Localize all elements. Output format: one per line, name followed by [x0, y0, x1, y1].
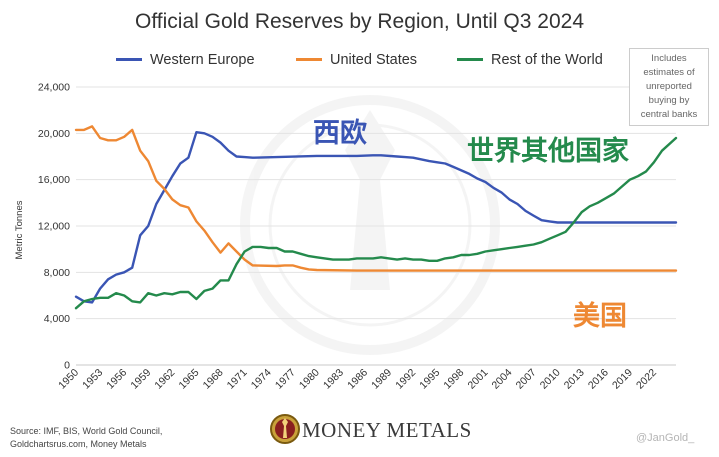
x-tick-label: 2019 [610, 367, 635, 392]
x-tick-label: 1998 [441, 367, 466, 392]
note-line: buying by [648, 95, 690, 106]
background-watermark-seal [240, 95, 500, 355]
x-tick-label: 2022 [634, 367, 659, 392]
legend-item-western-europe: Western Europe [116, 52, 255, 68]
legend-label: Western Europe [150, 52, 255, 68]
y-tick-label: 4,000 [44, 313, 70, 325]
money-metals-logo-icon [270, 414, 300, 444]
note-line: Includes [651, 53, 687, 64]
legend-swatch-united-states [296, 57, 322, 61]
series-line-rest-of-the-world [74, 136, 678, 310]
y-tick-label: 20,000 [38, 128, 70, 140]
note-line: unreported [646, 81, 692, 92]
x-tick-label: 1980 [297, 367, 322, 392]
source-note: Source: IMF, BIS, World Gold Council, Go… [10, 425, 162, 451]
x-tick-label: 1953 [80, 367, 105, 392]
x-tick-label: 1950 [56, 367, 81, 392]
series-lines [74, 125, 678, 310]
source-line: Source: IMF, BIS, World Gold Council, [10, 426, 163, 436]
x-tick-labels: 1950 1953 1956 1959 1962 1965 1968 1971 1974 1977… [56, 367, 659, 392]
x-tick-label: 1974 [249, 367, 274, 392]
estimate-note-box: Includes estimates of unreported buying … [629, 48, 709, 126]
x-tick-label: 1983 [321, 367, 346, 392]
annotation-rest-of-world: 世界其他国家 [467, 135, 629, 167]
y-tick-label: 8,000 [44, 267, 70, 279]
series-line-western-europe [74, 130, 678, 304]
legend-label: Rest of the World [491, 52, 603, 68]
annotation-western-europe: 西欧 [313, 118, 367, 149]
note-line: estimates of [643, 67, 695, 78]
x-tick-label: 1968 [201, 367, 226, 392]
x-tick-label: 1959 [128, 367, 153, 392]
y-tick-label: 12,000 [38, 221, 70, 233]
gridlines [76, 86, 676, 366]
author-watermark: @JanGold_ [636, 432, 695, 444]
x-tick-label: 1962 [152, 367, 177, 392]
source-line: Goldchartsrus.com, Money Metals [10, 439, 147, 449]
y-tick-label: 16,000 [38, 174, 70, 186]
y-tick-label: 24,000 [38, 82, 70, 94]
x-tick-label: 2013 [562, 367, 587, 392]
x-tick-label: 1986 [345, 367, 370, 392]
y-tick-label: 0 [64, 360, 70, 372]
x-tick-label: 2004 [490, 367, 515, 392]
annotation-united-states: 美国 [573, 300, 627, 332]
y-tick-labels: 0 4,000 8,000 12,000 16,000 20,000 24,000 [38, 82, 70, 372]
legend-item-rest-of-world: Rest of the World [457, 52, 603, 68]
x-tick-label: 1977 [273, 367, 298, 392]
x-tick-label: 1971 [225, 367, 250, 392]
x-tick-label: 1965 [177, 367, 202, 392]
chart-title: Official Gold Reserves by Region, Until … [135, 10, 584, 33]
legend-swatch-western-europe [116, 57, 142, 61]
y-axis-label: Metric Tonnes [14, 200, 25, 259]
series-line-united-states [74, 125, 678, 272]
legend-item-united-states: United States [296, 52, 417, 68]
x-tick-label: 2016 [586, 367, 611, 392]
x-tick-label: 1992 [393, 367, 418, 392]
legend-swatch-rest-of-world [457, 57, 483, 61]
x-tick-label: 1956 [104, 367, 129, 392]
x-tick-label: 2007 [514, 367, 539, 392]
logo-text: MONEY METALS [302, 418, 472, 442]
x-tick-label: 2010 [538, 367, 563, 392]
note-line: central banks [640, 109, 698, 120]
x-tick-label: 1989 [369, 367, 394, 392]
legend-label: United States [330, 52, 418, 68]
x-tick-label: 2001 [465, 367, 490, 392]
x-tick-label: 1995 [417, 367, 442, 392]
